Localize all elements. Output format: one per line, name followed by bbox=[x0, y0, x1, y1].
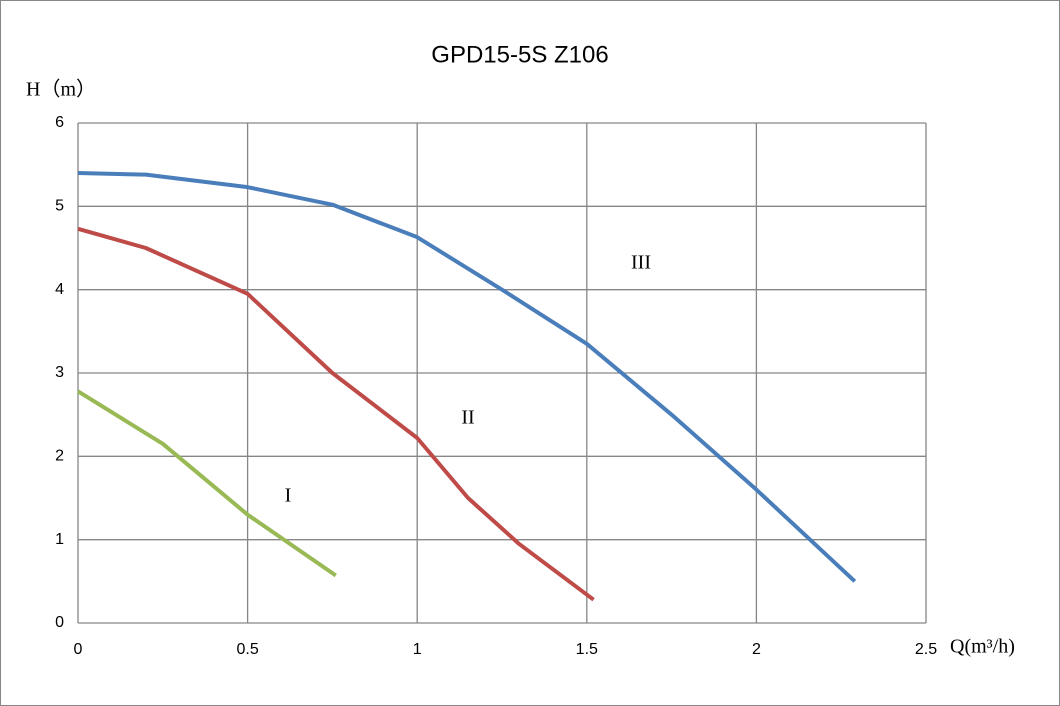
x-tick-label: 2.5 bbox=[915, 641, 937, 658]
x-axis-label: Q(m³/h) bbox=[950, 636, 1015, 658]
x-tick-label: 0 bbox=[74, 641, 83, 658]
y-axis-label: H（m） bbox=[26, 78, 96, 101]
y-tick-label: 4 bbox=[55, 281, 64, 298]
chart-title: GPD15-5S Z106 bbox=[431, 41, 608, 68]
y-tick-label: 3 bbox=[55, 364, 64, 381]
curve-label: III bbox=[631, 252, 651, 274]
x-tick-label: 2 bbox=[752, 641, 761, 658]
curve bbox=[76, 389, 337, 578]
curve bbox=[77, 226, 595, 602]
y-tick-label: 2 bbox=[55, 448, 64, 465]
y-tick-label: 5 bbox=[55, 198, 64, 215]
x-tick-label: 1 bbox=[413, 641, 422, 658]
y-tick-label: 0 bbox=[55, 614, 64, 631]
curve bbox=[77, 171, 857, 583]
x-tick-label: 1.5 bbox=[576, 641, 598, 658]
y-tick-label: 1 bbox=[55, 531, 64, 548]
curve-label: II bbox=[461, 407, 474, 429]
x-tick-label: 0.5 bbox=[236, 641, 258, 658]
curve-label: I bbox=[285, 485, 292, 507]
y-tick-label: 6 bbox=[55, 114, 64, 131]
